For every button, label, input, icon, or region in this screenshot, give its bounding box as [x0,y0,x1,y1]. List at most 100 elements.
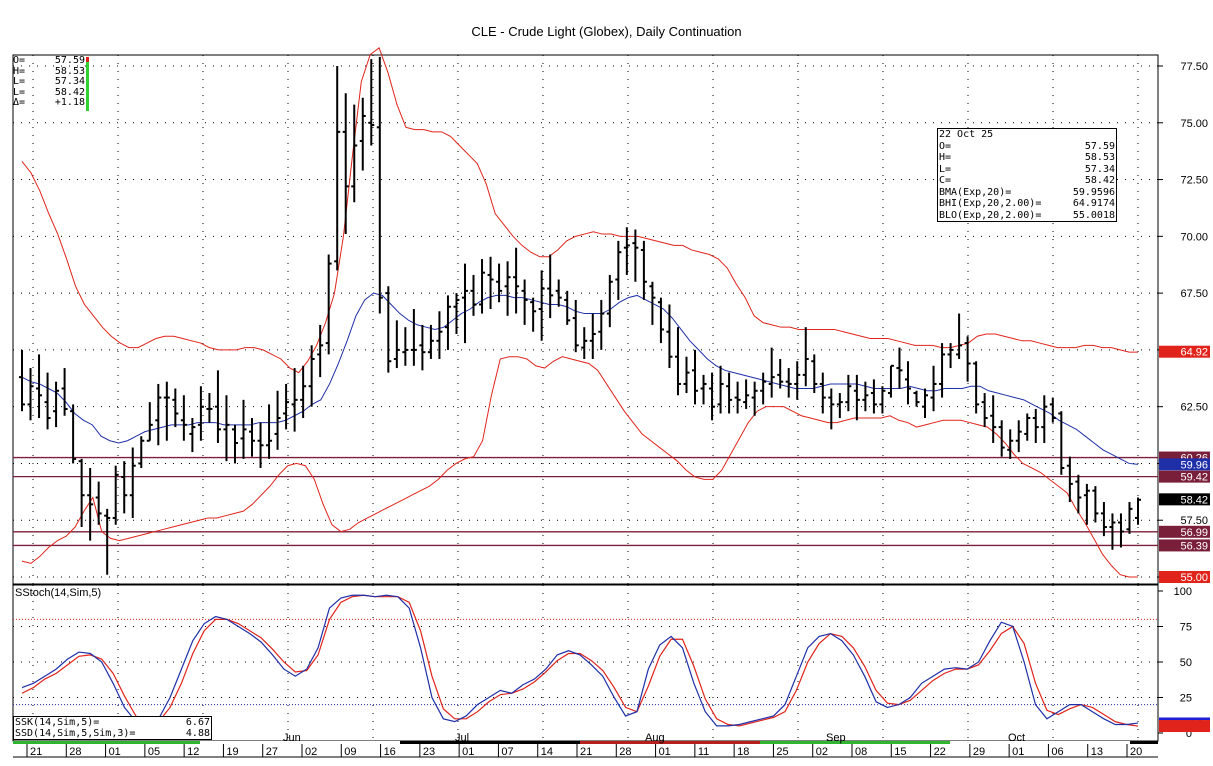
date-label: 11 [698,746,709,758]
info-label: BHI(Exp,20,2.00)= [939,198,1042,209]
ohlc-bar [836,393,843,419]
ohlc-bar [368,59,375,146]
ohlc-bar [606,274,613,328]
date-band [1130,741,1158,744]
ohlc-bar [538,270,545,341]
price-tag-label: 59.42 [1180,472,1208,484]
chart-title: CLE - Crude Light (Globex), Daily Contin… [471,24,742,39]
ohlc-bar [887,364,894,398]
date-label: 27 [266,746,278,758]
info-label: H= [939,152,952,163]
ohlc-bar [572,299,579,353]
ohlc-bar [853,374,860,421]
ohlc-bar [197,386,204,441]
ohlc-bar [802,327,809,387]
ohlc-bar [496,263,503,303]
mini-label: O= [13,55,26,66]
month-label: Jul [455,732,469,744]
date-label: 18 [737,746,749,758]
ohlc-bar [410,309,417,366]
ohlc-bar [274,390,281,450]
ohlc-bar [1109,513,1116,550]
price-tag-bg [1159,345,1210,358]
ohlc-bar [138,436,145,468]
mini-value: 57.59 [54,55,85,66]
mini-value: +1.18 [54,97,85,108]
date-label: 07 [501,746,513,758]
price-tick-label: 77.50 [1180,61,1208,73]
date-label: 09 [344,746,356,758]
stoch-tick-label: 75 [1180,622,1192,634]
info-label: BMA(Exp,20)= [939,186,1012,198]
ohlc-bar [564,290,571,325]
ohlc-bar [214,370,221,444]
ohlc-bar [862,381,869,412]
date-band [200,741,400,744]
info-value: 58.42 [1084,175,1115,186]
info-value: 57.34 [1084,163,1115,175]
price-tick-label: 57.50 [1180,515,1208,527]
ohlc-bar [78,458,85,528]
ohlc-bar [1126,502,1133,534]
ohlc-bar [717,365,724,414]
ohlc-bar [453,293,460,334]
info-label: C= [939,175,952,186]
ohlc-bar [939,343,946,398]
ohlc-bar [1049,397,1056,423]
ohlc-bar [479,259,486,314]
stoch-panel [12,584,1159,742]
ohlc-bar [947,343,954,369]
ohlc-bar [879,386,886,414]
ohlc-bar [1007,429,1014,459]
date-label: 02 [305,746,317,758]
date-label: 28 [619,746,631,758]
info-value: 57.59 [1084,140,1115,152]
ohlc-bar [291,368,298,432]
price-tag-bg [1159,571,1210,583]
ohlc-bar [112,465,119,525]
stoch-tick-label: 0 [1186,728,1192,740]
ohlc-bar [598,299,605,350]
stoch-tick-label: 50 [1180,657,1192,669]
ohlc-bar [828,388,835,430]
ohlc-bar [376,56,383,314]
mini-value: 58.42 [54,86,85,98]
ohlc-bar [1135,497,1141,525]
ohlc-bar [913,390,920,407]
price-tick-label: 62.50 [1180,402,1208,414]
info-label: L= [939,163,952,175]
month-label: Aug [645,732,665,744]
ohlc-bar [1024,413,1031,441]
stoch-tag-bg [1159,720,1210,733]
ohlc-bar [402,327,409,366]
price-tick-label: 70.00 [1180,231,1208,243]
ohlc-bar [1092,486,1099,523]
ohlc-bars [19,56,1141,575]
ohlc-bar [530,297,537,332]
ohlc-bar [547,254,554,319]
date-label: 08 [855,746,867,758]
info-value: 55.0018 [1072,209,1115,221]
ohlc-bar [470,274,477,316]
mini-label: L= [13,86,26,98]
ohlc-bar [223,395,230,462]
moving-average-line [21,292,1139,465]
stoch-tick-label: 25 [1180,693,1192,705]
stoch-label: SSK(14,Sim,5)= [15,717,100,728]
ohlc-bar [121,461,128,514]
ohlc-bar [1066,456,1073,503]
ohlc-bar [44,372,51,430]
stoch-tick-label: 100 [1174,586,1192,598]
info-label: BLO(Exp,20,2.00)= [939,209,1042,221]
ohlc-bar [956,313,963,359]
date-band [950,741,1130,744]
ohlc-bar [870,379,877,414]
ohlc-bar [334,66,341,271]
ohlc-bar [146,402,153,442]
date-label: 16 [384,746,396,758]
month-label: Jun [283,732,301,744]
ohlc-bar [768,347,775,398]
price-tag-label: 58.42 [1180,494,1208,506]
mini-label: Δ= [13,97,26,108]
